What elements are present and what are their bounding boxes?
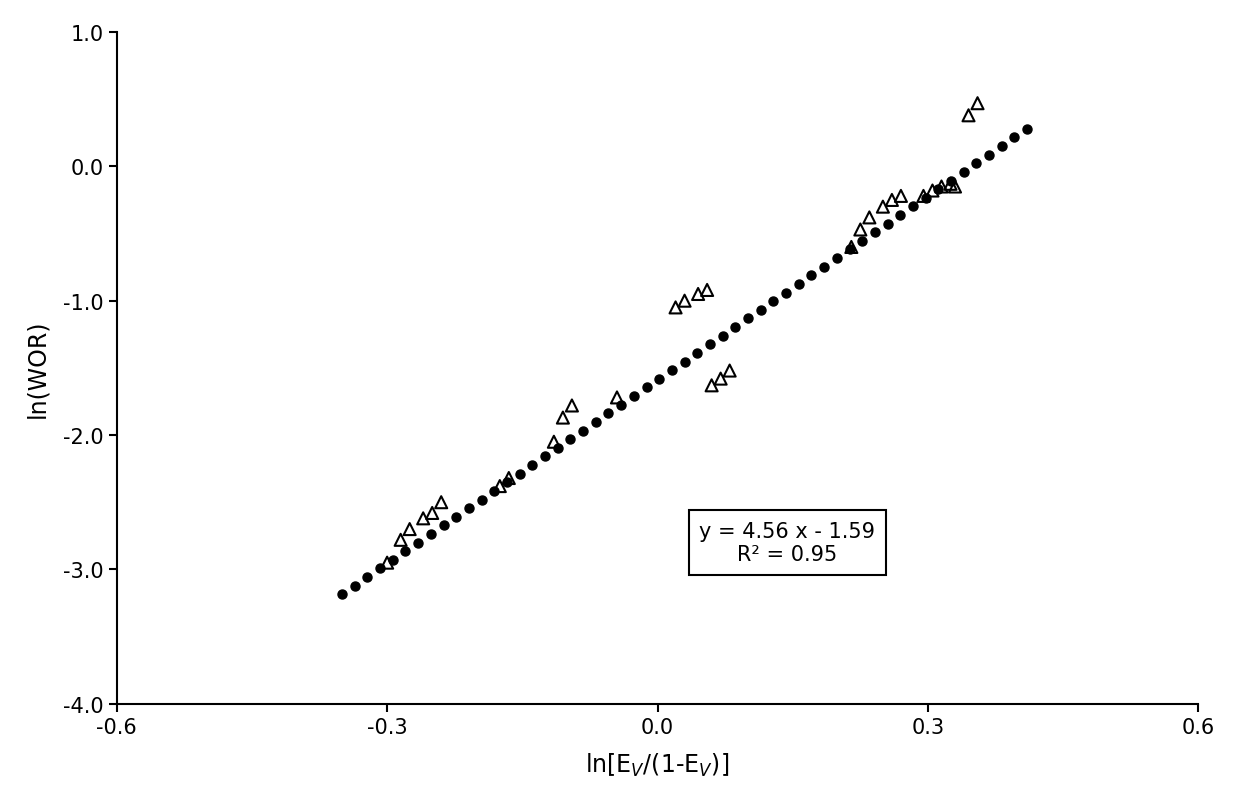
Point [490, 480, 510, 493]
Point [399, 523, 419, 536]
Point [544, 436, 564, 449]
Point [959, 110, 978, 123]
Y-axis label: ln(WOR): ln(WOR) [25, 320, 50, 418]
Point [914, 190, 934, 203]
Point [892, 190, 911, 203]
Point [697, 284, 717, 297]
Point [498, 472, 518, 485]
Point [666, 302, 686, 315]
Text: y = 4.56 x - 1.59
R² = 0.95: y = 4.56 x - 1.59 R² = 0.95 [699, 521, 875, 565]
Point [882, 194, 901, 207]
Point [562, 400, 582, 413]
Point [413, 512, 433, 525]
Point [608, 392, 627, 405]
Point [842, 241, 862, 254]
Point [702, 380, 722, 393]
Point [391, 534, 410, 547]
Point [553, 412, 573, 425]
Point [675, 295, 694, 308]
Point [859, 212, 879, 225]
Point [941, 178, 961, 191]
Point [432, 496, 451, 509]
Point [377, 556, 397, 569]
Point [931, 181, 951, 194]
Point [873, 201, 893, 214]
Point [423, 507, 443, 520]
Point [711, 373, 730, 385]
Point [719, 365, 739, 377]
Point [967, 98, 987, 111]
Point [688, 288, 708, 301]
Point [945, 181, 965, 194]
Point [851, 224, 870, 237]
X-axis label: ln[E$_V$/(1-E$_V$)]: ln[E$_V$/(1-E$_V$)] [585, 751, 729, 778]
Point [923, 185, 942, 198]
